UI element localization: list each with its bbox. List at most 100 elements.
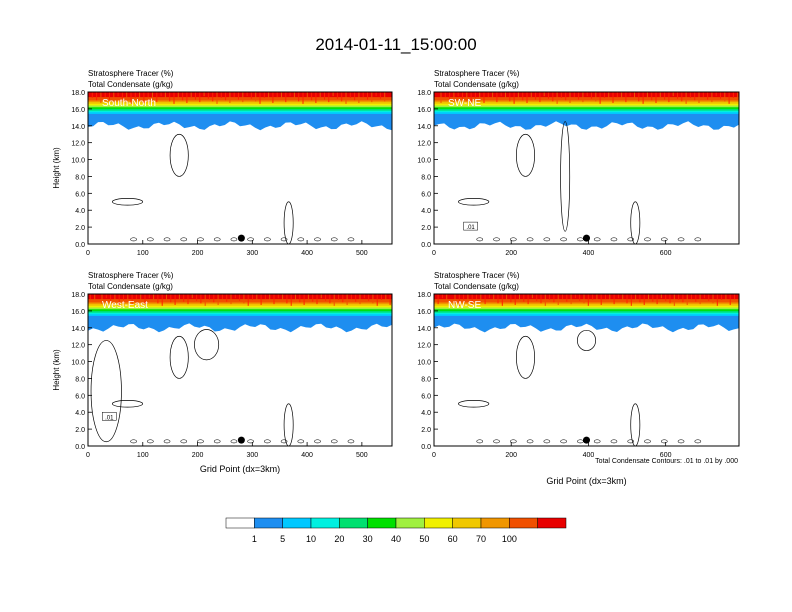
tracer-band: [88, 113, 392, 131]
panel-1: Stratosphere Tracer (%) Total Condensate …: [52, 69, 393, 257]
condensate-contour: [543, 237, 551, 242]
condensate-contour: [560, 121, 571, 232]
y-tick-label: 14.0: [71, 124, 85, 131]
y-tick-label: 18.0: [71, 90, 85, 97]
condensate-contour: [644, 439, 651, 444]
colorbar-label: 70: [476, 534, 486, 544]
colorbar-swatch: [509, 517, 538, 529]
colorbar-label: 50: [419, 534, 429, 544]
condensate-contour: [509, 439, 517, 444]
y-tick-label: 12.0: [417, 343, 431, 350]
condensate-contour: [694, 439, 702, 444]
y-tick-label: 2.0: [421, 225, 431, 232]
condensate-contour: [627, 439, 635, 444]
colorbar-swatch: [452, 517, 482, 529]
panels: Stratosphere Tracer (%) Total Condensate …: [52, 69, 740, 486]
condensate-contour: [330, 439, 338, 444]
y-tick-label: 4.0: [75, 208, 85, 215]
colorbar-swatch: [480, 517, 510, 529]
panel-field: [88, 92, 392, 244]
y-tick-label: 18.0: [417, 292, 431, 299]
y-tick-label: 6.0: [75, 191, 85, 198]
panel-title-line1: Stratosphere Tracer (%): [434, 69, 520, 78]
colorbar-swatch: [395, 517, 425, 529]
colorbar-swatch: [339, 517, 368, 529]
x-tick-label: 500: [356, 452, 368, 459]
condensate-contour: [213, 237, 221, 242]
colorbar: 1 5 10 20 30 40 50 60 70 100: [225, 517, 567, 544]
y-tick-label: 12.0: [71, 343, 85, 350]
condensate-contour: [677, 237, 685, 242]
condensate-contour: [476, 237, 484, 242]
y-tick-label: 0.0: [75, 444, 85, 451]
colorbar-label: 20: [334, 534, 344, 544]
x-tick-label: 400: [301, 250, 313, 257]
condensate-contour: [660, 439, 668, 444]
location-marker: [583, 436, 590, 444]
panel-title-line1: Stratosphere Tracer (%): [434, 271, 520, 280]
condensate-contour: [280, 237, 288, 242]
contour-label: .01: [466, 225, 475, 231]
condensate-contour: [111, 400, 144, 408]
condensate-contour: [526, 237, 534, 242]
colorbar-swatch: [537, 517, 567, 529]
condensate-contour: [230, 439, 238, 444]
y-tick-label: 0.0: [421, 444, 431, 451]
condensate-contour: [593, 439, 601, 444]
condensate-contour: [627, 237, 635, 242]
x-tick-label: 0: [86, 452, 90, 459]
condensate-contour: [111, 198, 144, 206]
contour-label-box: [102, 412, 117, 421]
y-tick-label: 8.0: [75, 174, 85, 181]
condensate-contour: [593, 237, 601, 242]
condensate-contour: [230, 237, 238, 242]
condensate-contour: [347, 439, 355, 444]
y-tick-label: 8.0: [421, 174, 431, 181]
x-tick-label: 0: [432, 250, 436, 257]
y-tick-label: 10.0: [417, 158, 431, 165]
colorbar-swatch: [424, 517, 453, 529]
y-tick-label: 2.0: [75, 225, 85, 232]
colorbar-label: 30: [363, 534, 373, 544]
colorbar-swatch: [282, 517, 312, 529]
colorbar-label: 1: [252, 534, 257, 544]
colorbar-label: 100: [502, 534, 517, 544]
condensate-contour: [526, 439, 534, 444]
condensate-contour: [576, 329, 596, 351]
panel-field: .01: [434, 92, 739, 244]
condensate-contour: [314, 237, 321, 242]
panel-title-line1: Stratosphere Tracer (%): [88, 271, 174, 280]
plot-frame: [433, 91, 740, 245]
panel-field: .01: [88, 294, 392, 446]
condensate-contour: [213, 439, 221, 444]
condensate-contour: [493, 439, 500, 444]
plot-frame: [433, 293, 740, 447]
y-tick-label: 8.0: [421, 376, 431, 383]
condensate-contour: [694, 237, 702, 242]
condensate-contour: [163, 237, 171, 242]
condensate-contour: [90, 340, 122, 443]
x-tick-label: 500: [356, 250, 368, 257]
y-tick-label: 16.0: [417, 309, 431, 316]
panel-title-line2: Total Condensate (g/kg): [88, 282, 173, 291]
x-tick-label: 400: [301, 452, 313, 459]
x-tick-label: 300: [246, 250, 258, 257]
panel-label: South-North: [102, 98, 156, 109]
plot-frame: [87, 91, 393, 245]
condensate-contour: [280, 439, 288, 444]
x-tick-label: 0: [432, 452, 436, 459]
y-tick-label: 10.0: [71, 158, 85, 165]
x-tick-label: 400: [583, 452, 595, 459]
condensate-contour: [163, 439, 171, 444]
condensate-contour: [476, 439, 484, 444]
panel-label: SW-NE: [448, 98, 481, 109]
y-tick-label: 0.0: [75, 242, 85, 249]
y-tick-label: 4.0: [421, 208, 431, 215]
condensate-contour: [130, 237, 137, 242]
condensate-contour: [180, 439, 188, 444]
condensate-contour: [314, 439, 321, 444]
y-tick-label: 2.0: [421, 427, 431, 434]
condensate-contour: [458, 400, 490, 408]
condensate-contour: [644, 237, 651, 242]
